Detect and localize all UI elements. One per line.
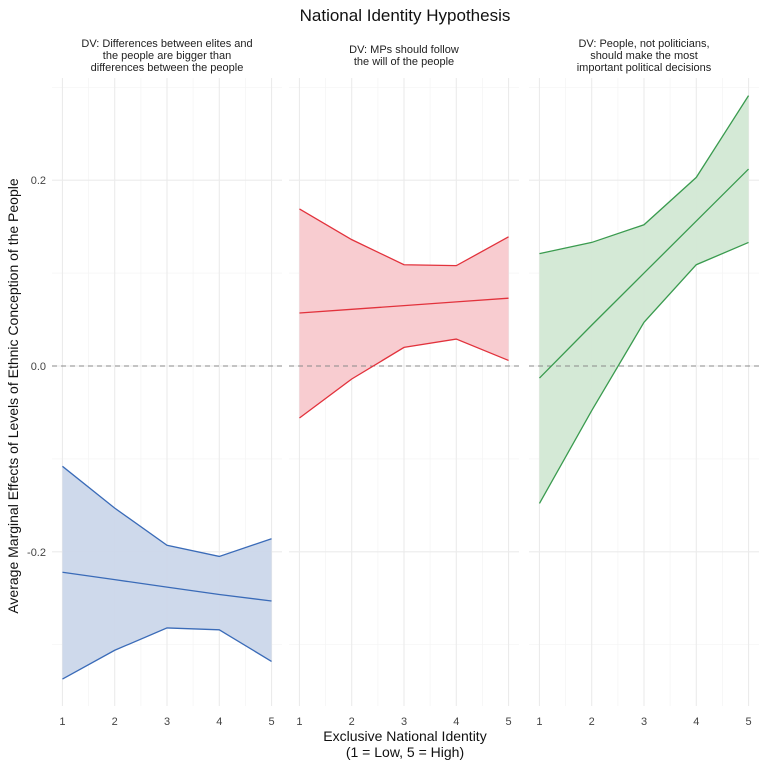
estimate-line [538,168,750,379]
upper-bound-line [62,465,272,558]
x-tick-label: 3 [641,716,647,728]
x-tick-label: 5 [505,716,511,728]
x-tick-label: 4 [693,716,699,728]
confidence-band [539,95,749,504]
x-tick-label: 2 [589,716,595,728]
lower-bound-line [62,627,272,680]
x-tick-label: 1 [59,716,65,728]
facet-panel: DV: Differences between elites and the pe… [52,38,282,728]
x-tick-label: 2 [112,716,118,728]
x-tick-label: 5 [745,716,751,728]
chart-title: National Identity Hypothesis [300,6,511,25]
facet-title: DV: People, not politicians, should make … [577,38,712,74]
confidence-band [299,208,509,419]
x-tick-label: 1 [536,716,542,728]
estimate-line [299,297,509,314]
x-tick-label: 5 [268,716,274,728]
facet-title: DV: MPs should follow the will of the peo… [349,44,459,68]
facet-title: DV: Differences between elites and the pe… [81,38,252,74]
upper-bound-line [539,95,750,255]
y-tick-label: 0.0 [31,361,46,373]
facet-panel: DV: MPs should follow the will of the peo… [289,44,519,728]
lower-bound-line [299,338,509,419]
confidence-band [62,466,272,680]
upper-bound-line [299,208,509,267]
x-axis-title: Exclusive National Identity (1 = Low, 5 =… [323,728,486,760]
y-tick-label: -0.2 [27,547,46,559]
x-tick-label: 3 [401,716,407,728]
x-tick-label: 1 [296,716,302,728]
y-axis-title: Average Marginal Effects of Levels of Et… [5,178,21,614]
lower-bound-line [538,241,749,504]
y-axis-tick-labels: -0.2 0.0 0.2 [27,175,46,559]
facet-panels: DV: Differences between elites and the pe… [52,38,759,728]
x-tick-label: 4 [453,716,459,728]
x-tick-label: 4 [216,716,222,728]
facet-panel: DV: People, not politicians, should make … [529,38,759,728]
x-tick-label: 2 [349,716,355,728]
y-tick-label: 0.2 [31,175,46,187]
x-tick-label: 3 [164,716,170,728]
estimate-line [62,571,272,602]
